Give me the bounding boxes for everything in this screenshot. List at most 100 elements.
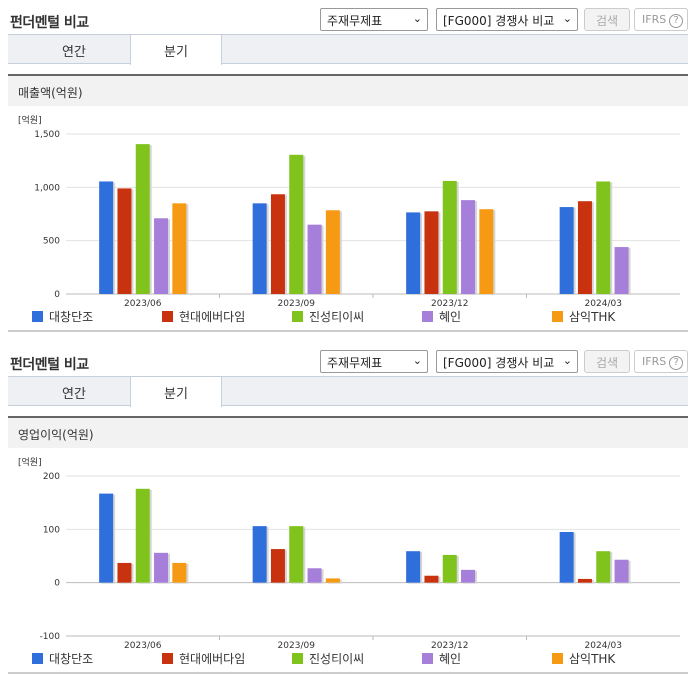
bar[interactable] — [252, 203, 267, 294]
chart-legend: 대창단조 현대에버다임 진성티이씨 혜인 삼익THK — [8, 308, 688, 326]
x-tick-label: 2023/12 — [431, 299, 468, 309]
chart-title: 매출액(억원) — [8, 76, 688, 106]
legend-label: 현대에버다임 — [179, 652, 246, 666]
chart-area: [억원] -100 0 100 200 2023/06 2023/09 2023/12 2024… — [8, 448, 688, 674]
x-tick-label: 2023/09 — [278, 641, 316, 651]
legend-swatch — [292, 653, 303, 664]
bar[interactable] — [289, 526, 304, 583]
chart-area: [억원] 0 500 1,000 1,500 2023/06 2023/09 2023/12 2… — [8, 106, 688, 332]
bar[interactable] — [596, 551, 611, 583]
y-tick-label: 500 — [43, 237, 60, 247]
bar[interactable] — [135, 144, 150, 294]
bar[interactable] — [307, 568, 322, 583]
legend-item[interactable]: 삼익THK — [552, 650, 615, 667]
legend-swatch — [162, 653, 173, 664]
bar[interactable] — [406, 212, 421, 294]
legend-item[interactable]: 대창단조 — [32, 308, 93, 325]
section-title: 펀더멘털 비교 — [10, 357, 89, 373]
legend-swatch — [552, 311, 563, 322]
bar[interactable] — [559, 207, 574, 294]
bar[interactable] — [577, 201, 592, 294]
bar[interactable] — [559, 532, 574, 583]
bar[interactable] — [117, 562, 132, 583]
tab-annual[interactable]: 연간 — [62, 45, 86, 60]
compare-select[interactable]: [FG000] 경쟁사 비교 ⌄ — [436, 8, 578, 31]
bar[interactable] — [270, 194, 285, 294]
legend-label: 현대에버다임 — [179, 310, 246, 324]
x-tick-label: 2024/03 — [585, 641, 622, 651]
bar[interactable] — [99, 181, 114, 294]
statement-select[interactable]: 주재무제표 ⌄ — [320, 350, 428, 373]
bar[interactable] — [172, 203, 187, 294]
search-button[interactable]: 검색 — [584, 8, 630, 31]
x-tick-label: 2023/12 — [431, 641, 468, 651]
legend-item[interactable]: 진성티이씨 — [292, 308, 364, 325]
statement-select[interactable]: 주재무제표 ⌄ — [320, 8, 428, 31]
legend-swatch — [32, 311, 43, 322]
bar[interactable] — [135, 488, 150, 583]
ifrs-help-button[interactable]: IFRS? — [634, 8, 688, 31]
bar[interactable] — [614, 559, 629, 583]
bar[interactable] — [461, 200, 476, 294]
legend-item[interactable]: 현대에버다임 — [162, 308, 245, 325]
y-tick-label: 100 — [43, 525, 60, 535]
y-tick-label: 0 — [54, 290, 60, 300]
ifrs-label: IFRS — [642, 355, 667, 368]
fundamental-section-sales: 펀더멘털 비교 주재무제표 ⌄ [FG000] 경쟁사 비교 ⌄ 검색 IFRS… — [0, 0, 696, 332]
tab-quarter[interactable]: 분기 — [130, 35, 222, 65]
bar[interactable] — [117, 188, 132, 294]
bar[interactable] — [154, 552, 169, 583]
statement-select-value: 주재무제표 — [327, 14, 383, 28]
bar[interactable] — [270, 549, 285, 583]
bar[interactable] — [577, 578, 592, 583]
bar[interactable] — [424, 211, 439, 294]
y-unit-label: [억원] — [18, 114, 42, 126]
bar[interactable] — [252, 526, 267, 583]
bar[interactable] — [289, 154, 304, 294]
search-button[interactable]: 검색 — [584, 350, 630, 373]
bar[interactable] — [442, 554, 457, 583]
fundamental-section-operating-profit: 펀더멘털 비교 주재무제표 ⌄ [FG000] 경쟁사 비교 ⌄ 검색 IFRS… — [0, 342, 696, 674]
bar[interactable] — [154, 218, 169, 294]
bar[interactable] — [172, 562, 187, 583]
bar[interactable] — [596, 181, 611, 294]
compare-select[interactable]: [FG000] 경쟁사 비교 ⌄ — [436, 350, 578, 373]
legend-label: 진성티이씨 — [309, 310, 365, 324]
legend-label: 대창단조 — [49, 652, 94, 666]
legend-label: 혜인 — [439, 310, 462, 324]
bar[interactable] — [406, 551, 421, 583]
legend-item[interactable]: 현대에버다임 — [162, 650, 245, 667]
y-unit-label: [억원] — [18, 456, 42, 468]
legend-item[interactable]: 대창단조 — [32, 650, 93, 667]
tab-annual[interactable]: 연간 — [62, 387, 86, 402]
legend-item[interactable]: 혜인 — [422, 650, 461, 667]
section-header: 펀더멘털 비교 주재무제표 ⌄ [FG000] 경쟁사 비교 ⌄ 검색 IFRS… — [0, 342, 696, 376]
bar[interactable] — [424, 575, 439, 583]
ifrs-help-button[interactable]: IFRS? — [634, 350, 688, 373]
section-title: 펀더멘털 비교 — [10, 15, 89, 31]
y-tick-label: 200 — [43, 472, 60, 482]
section-header: 펀더멘털 비교 주재무제표 ⌄ [FG000] 경쟁사 비교 ⌄ 검색 IFRS… — [0, 0, 696, 34]
period-tabs: 연간 분기 — [8, 34, 688, 65]
statement-select-value: 주재무제표 — [327, 356, 383, 370]
bar[interactable] — [307, 224, 322, 294]
y-tick-label: 1,500 — [34, 130, 60, 140]
legend-swatch — [552, 653, 563, 664]
bar[interactable] — [325, 210, 340, 294]
legend-item[interactable]: 삼익THK — [552, 308, 615, 325]
x-tick-label: 2024/03 — [585, 299, 622, 309]
legend-item[interactable]: 진성티이씨 — [292, 650, 364, 667]
bar[interactable] — [99, 493, 114, 583]
legend-swatch — [162, 311, 173, 322]
tab-quarter[interactable]: 분기 — [130, 377, 222, 407]
bar[interactable] — [325, 578, 340, 583]
legend-item[interactable]: 혜인 — [422, 308, 461, 325]
bar[interactable] — [479, 209, 494, 294]
x-tick-label: 2023/06 — [124, 641, 162, 651]
bar[interactable] — [442, 180, 457, 294]
compare-select-value: [FG000] 경쟁사 비교 — [443, 356, 555, 370]
legend-label: 삼익THK — [569, 310, 616, 324]
chart-panel-sales: 매출액(억원) [억원] 0 500 1,000 1,500 2023/06 2023/09… — [8, 74, 688, 332]
bar[interactable] — [461, 569, 476, 583]
bar[interactable] — [614, 247, 629, 294]
